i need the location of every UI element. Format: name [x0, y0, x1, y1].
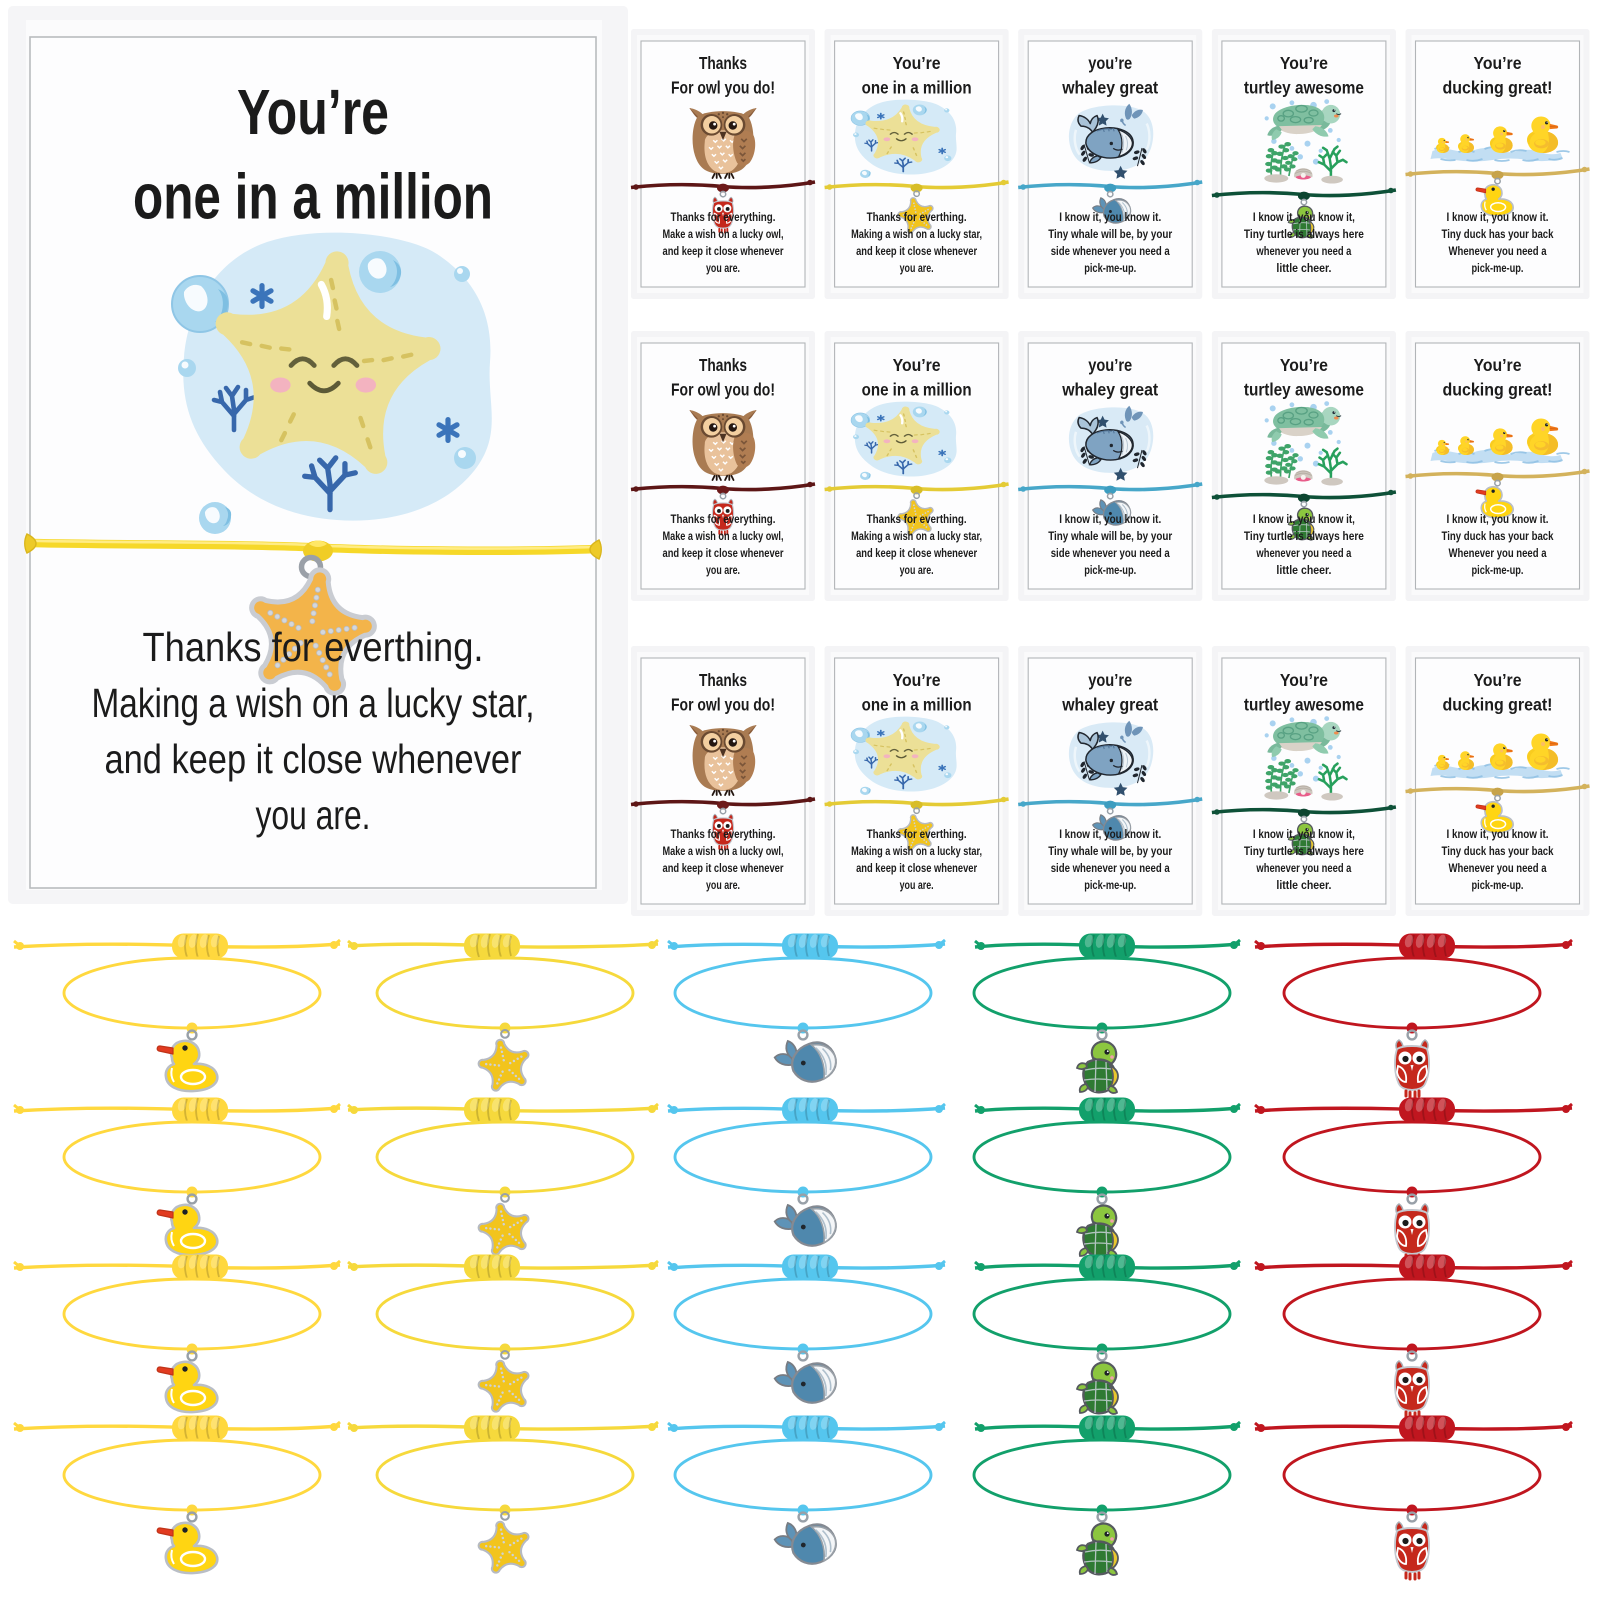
svg-text:Thanks for everthing.: Thanks for everthing. [143, 624, 484, 670]
svg-text:one in a million: one in a million [133, 161, 493, 233]
svg-text:You’re: You’re [237, 76, 389, 148]
svg-text:Making a wish on a lucky star,: Making a wish on a lucky star, [92, 680, 535, 726]
svg-text:you are.: you are. [256, 792, 371, 838]
svg-text:and keep it close whenever: and keep it close whenever [105, 736, 522, 782]
